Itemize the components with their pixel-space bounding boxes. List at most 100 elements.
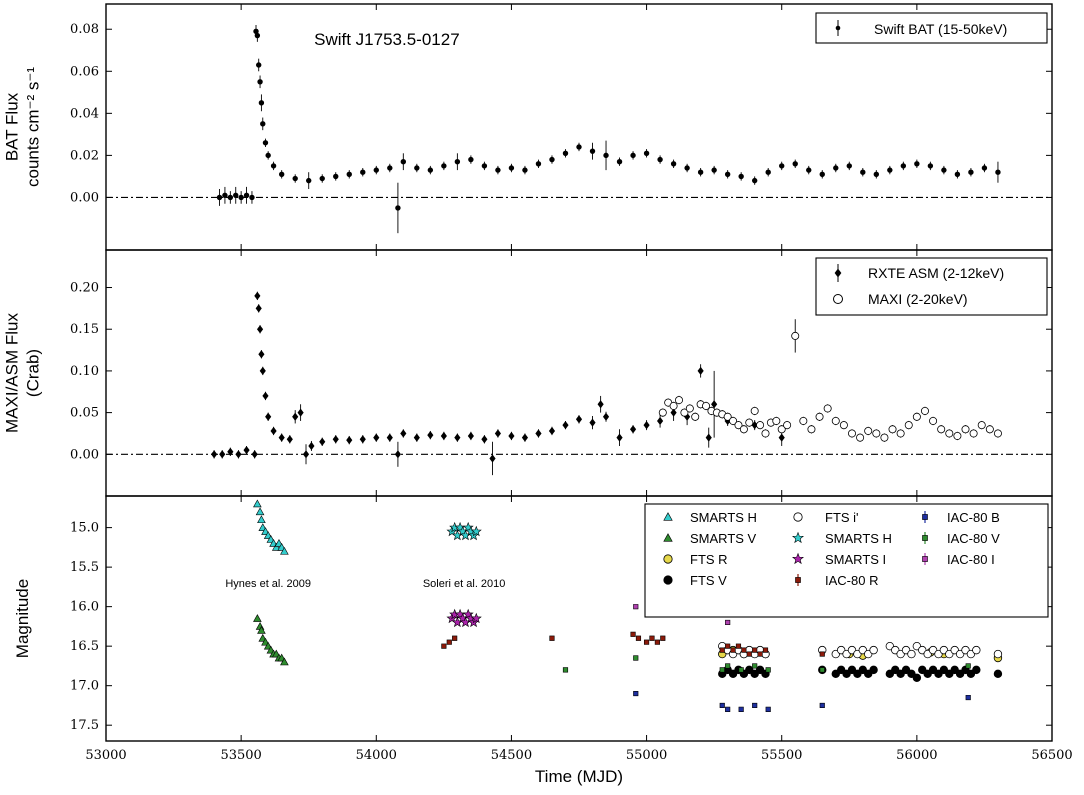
data-point xyxy=(292,175,298,182)
data-point xyxy=(929,416,938,425)
data-point xyxy=(278,433,285,442)
panel-1: 0.00 0.02 0.04 0.06 0.08 BAT Flux counts cm⁻² … xyxy=(3,3,1053,251)
x-tick-label: 55500 xyxy=(761,748,802,763)
y-tick-label: 15.0 xyxy=(70,521,99,536)
data-point xyxy=(319,437,326,446)
data-point xyxy=(965,663,971,669)
series-10 xyxy=(562,655,971,673)
data-point xyxy=(791,331,800,340)
series-4 xyxy=(718,665,1003,682)
data-point xyxy=(562,421,569,430)
data-point xyxy=(238,194,244,201)
data-point xyxy=(741,647,747,653)
legend-marker xyxy=(834,268,842,278)
data-point xyxy=(257,625,266,634)
legend-label: SMARTS V xyxy=(690,531,757,546)
data-point xyxy=(468,156,474,163)
legend-label: IAC-80 R xyxy=(825,573,878,588)
data-point xyxy=(777,425,786,434)
data-point xyxy=(746,651,752,657)
data-point xyxy=(256,62,262,68)
legend-marker xyxy=(835,25,841,31)
y-axis-label: BAT Flux xyxy=(3,92,22,161)
data-point xyxy=(360,169,366,175)
data-point xyxy=(386,433,393,442)
data-point xyxy=(616,433,623,442)
data-point xyxy=(670,408,677,417)
data-point xyxy=(575,415,583,424)
data-point xyxy=(508,165,515,171)
data-point xyxy=(658,408,667,417)
data-point xyxy=(308,441,315,451)
data-point xyxy=(680,408,689,417)
data-point xyxy=(414,165,420,171)
legend-label: MAXI (2-20keV) xyxy=(868,291,968,307)
y-tick-label: 0.02 xyxy=(70,148,99,163)
data-point xyxy=(860,169,866,175)
data-point xyxy=(937,425,946,434)
data-point xyxy=(654,639,660,645)
data-point xyxy=(972,645,981,655)
panel-3: 15.0 15.5 16.0 16.5 17.0 17.5 53000 53500 54000 5… xyxy=(13,495,1073,786)
data-point xyxy=(440,431,447,441)
data-point xyxy=(265,152,271,159)
data-point xyxy=(603,152,609,159)
data-point xyxy=(270,426,277,436)
data-point xyxy=(446,639,452,645)
data-point xyxy=(779,163,785,169)
data-point xyxy=(684,165,690,171)
legend-marker xyxy=(922,556,928,562)
data-point xyxy=(280,657,289,666)
data-point xyxy=(993,649,1003,659)
data-point xyxy=(961,425,970,434)
legend-label: SMARTS H xyxy=(690,510,757,525)
data-point xyxy=(452,635,458,641)
legend-box xyxy=(644,503,1049,618)
data-point xyxy=(815,412,824,421)
series-6 xyxy=(446,521,482,541)
data-point xyxy=(765,706,771,712)
data-point xyxy=(823,404,832,413)
data-point xyxy=(725,706,731,712)
data-point xyxy=(750,406,759,415)
data-point xyxy=(887,167,893,173)
legend-label: FTS i' xyxy=(825,510,859,525)
data-point xyxy=(907,649,916,659)
data-point xyxy=(900,163,907,169)
data-point xyxy=(691,412,700,421)
data-point xyxy=(839,421,848,430)
data-point xyxy=(993,429,1002,438)
data-point xyxy=(807,425,816,434)
data-point xyxy=(522,167,528,173)
data-point xyxy=(783,421,792,430)
data-point xyxy=(752,663,758,669)
data-point xyxy=(896,429,905,438)
data-point xyxy=(562,150,569,156)
data-point xyxy=(243,446,250,455)
data-point xyxy=(869,665,878,675)
data-point xyxy=(993,669,1003,679)
data-point xyxy=(258,350,265,359)
data-point xyxy=(711,167,717,173)
data-point xyxy=(254,32,261,39)
y-tick-label: 0.04 xyxy=(70,106,99,121)
data-point xyxy=(873,171,880,178)
data-point xyxy=(589,418,596,427)
data-point xyxy=(630,152,636,159)
data-point xyxy=(738,667,744,673)
data-point xyxy=(227,447,234,456)
y-axis-label: counts cm⁻² s⁻¹ xyxy=(24,67,43,187)
data-point xyxy=(669,401,678,410)
data-point xyxy=(616,158,623,165)
data-point xyxy=(387,165,393,171)
legend-label: IAC-80 B xyxy=(947,510,1000,525)
data-point xyxy=(441,163,447,169)
data-point xyxy=(965,694,971,701)
data-point xyxy=(258,100,265,106)
data-point xyxy=(819,651,825,657)
data-point xyxy=(799,416,808,425)
data-point xyxy=(968,169,974,175)
data-point xyxy=(914,161,920,167)
legend-box xyxy=(815,257,1048,316)
data-point xyxy=(819,171,825,178)
